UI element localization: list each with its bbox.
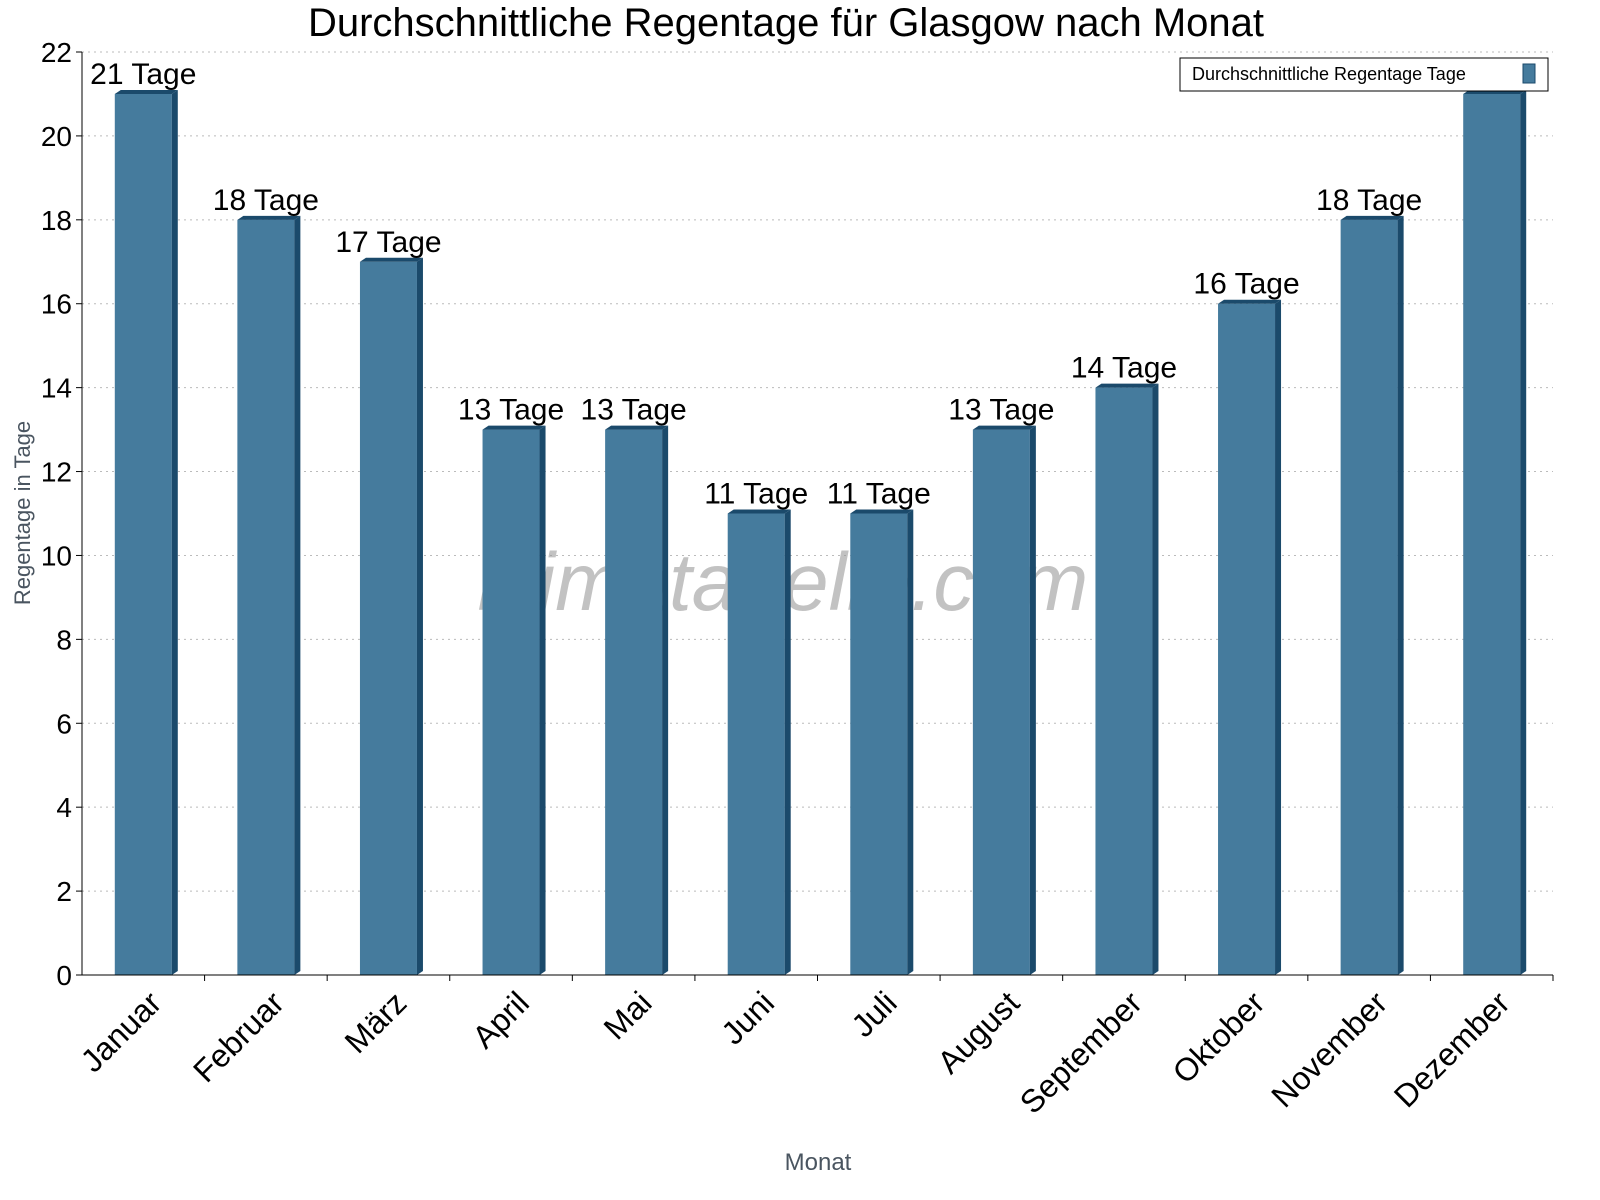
y-tick-label: 18 — [41, 205, 72, 236]
y-tick-label: 8 — [56, 624, 72, 655]
bar — [1095, 387, 1153, 975]
bar-side — [1520, 89, 1527, 976]
bar — [727, 513, 785, 975]
y-tick-label: 10 — [41, 540, 72, 571]
x-tick-label: Oktober — [1166, 984, 1272, 1090]
y-tick-label: 6 — [56, 708, 72, 739]
bar — [237, 219, 295, 975]
bar — [1340, 219, 1398, 975]
y-tick-label: 16 — [41, 289, 72, 320]
data-label: 13 Tage — [458, 394, 564, 427]
bar-side — [539, 425, 546, 975]
data-label: 14 Tage — [1071, 352, 1177, 385]
data-label: 18 Tage — [213, 184, 319, 217]
x-tick-label: November — [1264, 984, 1394, 1114]
y-tick-label: 14 — [41, 373, 72, 404]
bar — [114, 93, 172, 976]
x-tick-label: September — [1013, 984, 1149, 1120]
y-axis-label: Regentage in Tage — [10, 421, 35, 605]
bar-side — [907, 509, 914, 975]
x-axis-label: Monat — [785, 1149, 852, 1176]
x-tick-label: August — [930, 984, 1026, 1080]
y-tick-label: 22 — [41, 37, 72, 68]
bar — [605, 429, 663, 975]
bar-side — [784, 509, 791, 975]
bar — [850, 513, 908, 975]
bar-top — [972, 425, 1036, 430]
data-label: 21 Tage — [90, 58, 196, 91]
data-label: 18 Tage — [1316, 184, 1422, 217]
bar — [972, 429, 1030, 975]
y-tick-label: 12 — [41, 457, 72, 488]
bar-top — [1095, 383, 1159, 388]
x-tick-label: Juni — [714, 984, 781, 1051]
bar-side — [1029, 425, 1036, 975]
legend: Durchschnittliche Regentage Tage — [1179, 57, 1549, 92]
y-tick-label: 2 — [56, 876, 72, 907]
bar-side — [1275, 299, 1282, 975]
x-tick-label: Juli — [844, 984, 903, 1043]
bar-top — [1340, 215, 1404, 220]
x-tick-label: März — [338, 984, 414, 1060]
bar-side — [1397, 215, 1404, 975]
bar-side — [662, 425, 669, 975]
data-label: 13 Tage — [581, 394, 687, 427]
y-tick-label: 4 — [56, 792, 72, 823]
bar-top — [727, 509, 791, 514]
data-label: 17 Tage — [335, 226, 441, 259]
y-tick-label: 20 — [41, 121, 72, 152]
bar-side — [1152, 383, 1159, 975]
bar — [482, 429, 540, 975]
bar-top — [1218, 299, 1282, 304]
data-label: 11 Tage — [827, 478, 931, 511]
bar — [1218, 303, 1276, 975]
x-tick-label: April — [465, 984, 536, 1055]
bar-side — [416, 257, 423, 976]
chart-title: Durchschnittliche Regentage für Glasgow … — [308, 1, 1264, 45]
x-tick-label: Dezember — [1387, 984, 1517, 1114]
y-tick-label: 0 — [56, 960, 72, 991]
bar — [359, 261, 417, 976]
bar-top — [359, 257, 423, 262]
data-label: 11 Tage — [704, 478, 808, 511]
legend-swatch — [1522, 63, 1536, 84]
legend-label: Durchschnittliche Regentage Tage — [1192, 64, 1466, 84]
data-label: 16 Tage — [1193, 268, 1299, 301]
bar-top — [114, 89, 178, 94]
bar-top — [850, 509, 914, 514]
x-tick-label: Januar — [74, 984, 169, 1079]
data-label: 13 Tage — [948, 394, 1054, 427]
x-tick-label: Februar — [186, 984, 291, 1089]
bar-side — [171, 89, 178, 976]
bar-top — [605, 425, 669, 430]
bar-top — [482, 425, 546, 430]
bar — [1463, 93, 1521, 976]
bar-top — [237, 215, 301, 220]
bar-side — [294, 215, 301, 975]
x-tick-label: Mai — [597, 984, 659, 1046]
